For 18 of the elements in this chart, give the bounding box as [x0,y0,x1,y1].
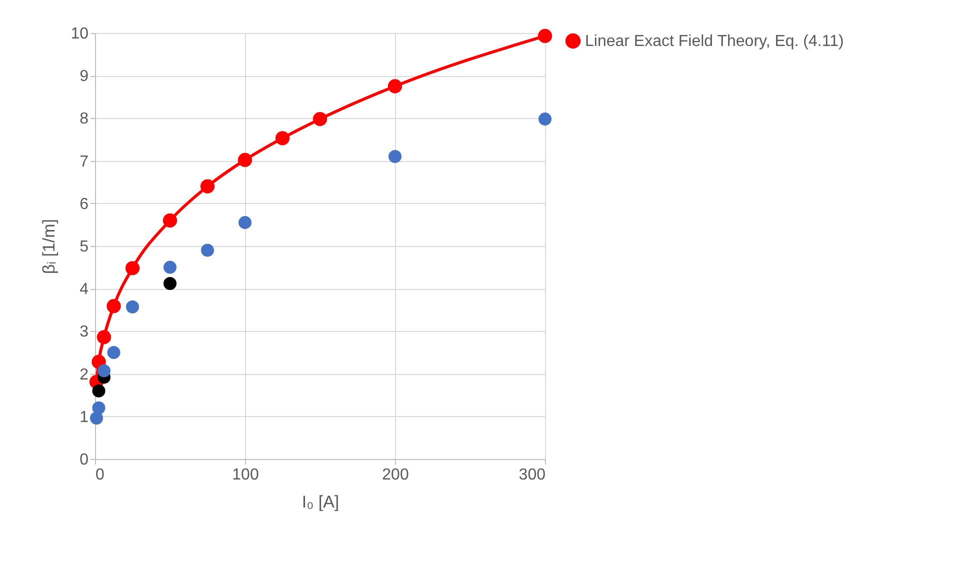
y-tick-label: 1 [80,408,89,426]
y-axis-title: βᵢ [1/m] [40,219,59,274]
y-tick-label: 10 [70,26,89,42]
x-tick-label: 200 [382,466,409,484]
y-tick-label: 4 [80,281,89,298]
y-tick-label: 9 [80,68,89,86]
y-tick-label: 8 [80,110,89,128]
y-tick-label: 3 [80,324,89,341]
x-axis-title: I₀ [A] [302,492,340,512]
y-tick-label: 6 [80,196,89,213]
x-tick-label: 300 [518,466,546,484]
x-tick-label: 100 [232,466,259,484]
y-tick-label: 7 [80,153,89,170]
y-tick-label: 2 [80,366,89,384]
legend-label: Linear Exact Field Theory, Eq. (4.11) [585,33,844,50]
y-tick-label: 5 [80,238,89,256]
x-tick-label: 0 [96,466,104,484]
y-tick-label: 0 [80,452,89,468]
